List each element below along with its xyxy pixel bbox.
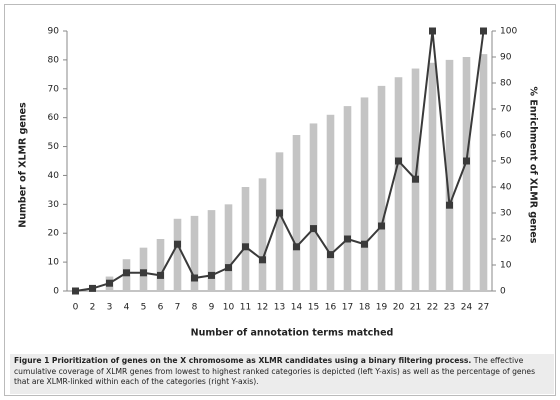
y-tick-label: 30: [48, 200, 60, 210]
marker: [191, 274, 198, 282]
y-tick-label: 70: [48, 84, 60, 94]
y2-tick-label: 80: [500, 79, 512, 89]
bar: [275, 152, 284, 291]
marker: [89, 284, 96, 292]
bar: [394, 77, 403, 291]
x-tick-label: 8: [192, 303, 198, 313]
y-tick-label: 60: [48, 113, 60, 123]
y-tick-label: 90: [48, 27, 60, 37]
marker: [480, 27, 487, 35]
marker: [157, 271, 164, 279]
x-tick-label: 3: [107, 303, 113, 313]
marker: [259, 256, 266, 264]
x-tick-label: 27: [478, 303, 489, 313]
y2-tick-label: 10: [500, 261, 512, 271]
marker: [378, 222, 385, 230]
bar: [173, 218, 182, 291]
marker: [310, 225, 317, 233]
marker: [72, 287, 79, 295]
y2-tick-label: 40: [500, 183, 512, 193]
x-tick-label: 5: [141, 303, 147, 313]
caption-title: Prioritization of genes on the X chromos…: [51, 356, 472, 365]
x-tick-label: 0: [73, 303, 79, 313]
y-tick-label: 20: [48, 229, 60, 239]
bar: [309, 123, 318, 291]
x-tick-label: 24: [461, 303, 473, 313]
x-tick-label: 22: [427, 303, 438, 313]
x-tick-label: 13: [274, 303, 285, 313]
x-tick-label: 16: [325, 303, 337, 313]
y2-tick-label: 100: [500, 27, 517, 37]
x-tick-label: 6: [158, 303, 164, 313]
marker: [106, 279, 113, 287]
bar: [207, 210, 216, 291]
bar: [343, 106, 352, 291]
x-tick-label: 11: [240, 303, 251, 313]
bar: [190, 215, 199, 291]
y2-tick-label: 0: [500, 287, 506, 297]
x-tick-label: 14: [291, 303, 303, 313]
y-tick-label: 80: [48, 55, 60, 65]
bar: [292, 135, 301, 291]
x-tick-label: 9: [209, 303, 215, 313]
bar: [445, 59, 454, 292]
marker: [174, 240, 181, 248]
x-tick-label: 4: [124, 303, 130, 313]
y2-tick-label: 30: [500, 209, 512, 219]
marker: [276, 209, 283, 217]
marker: [361, 240, 368, 248]
y2-axis-label: % Enrichment of XLMR genes: [528, 87, 539, 244]
bar: [224, 204, 233, 291]
marker: [446, 201, 453, 209]
x-tick-label: 7: [175, 303, 181, 313]
x-tick-label: 10: [223, 303, 235, 313]
bar: [258, 178, 267, 291]
bar: [241, 187, 250, 291]
y-tick-label: 0: [53, 287, 59, 297]
y2-tick-label: 60: [500, 131, 512, 141]
marker: [463, 157, 470, 165]
x-tick-label: 19: [376, 303, 388, 313]
y2-tick-label: 50: [500, 157, 512, 167]
x-tick-label: 2: [90, 303, 96, 313]
y2-tick-label: 90: [500, 53, 512, 63]
y-tick-label: 40: [48, 171, 60, 181]
x-tick-label: 12: [257, 303, 268, 313]
x-tick-label: 17: [342, 303, 353, 313]
marker: [242, 243, 249, 251]
y-tick-label: 50: [48, 142, 60, 152]
marker: [412, 175, 419, 183]
marker: [123, 269, 130, 277]
y-tick-label: 10: [48, 258, 60, 268]
caption-text: The effective cumulative coverage of XLM…: [14, 356, 536, 386]
bar: [377, 85, 386, 291]
bar: [462, 57, 471, 291]
bar: [326, 114, 335, 292]
marker: [293, 243, 300, 251]
marker: [344, 235, 351, 243]
figure-label: Figure 1: [14, 356, 50, 365]
y2-tick-label: 70: [500, 105, 512, 115]
y2-tick-label: 20: [500, 235, 512, 245]
marker: [429, 27, 436, 35]
bar: [428, 62, 437, 292]
caption: Figure 1 Prioritization of genes on the …: [10, 354, 554, 394]
bar: [360, 97, 369, 291]
bar: [156, 239, 165, 291]
x-tick-label: 21: [410, 303, 421, 313]
marker: [395, 157, 402, 165]
x-tick-label: 23: [444, 303, 455, 313]
marker: [140, 269, 147, 277]
marker: [327, 251, 334, 259]
chart: Number of annotation terms matched Numbe…: [18, 27, 539, 339]
marker: [208, 271, 215, 279]
x-tick-label: 15: [308, 303, 319, 313]
bar: [479, 54, 488, 291]
marker: [225, 264, 232, 272]
x-tick-label: 20: [393, 303, 405, 313]
x-axis-label: Number of annotation terms matched: [191, 328, 394, 339]
x-tick-label: 18: [359, 303, 371, 313]
figure: Number of annotation terms matched Numbe…: [4, 4, 556, 396]
y-axis-label: Number of XLMR genes: [18, 102, 29, 228]
